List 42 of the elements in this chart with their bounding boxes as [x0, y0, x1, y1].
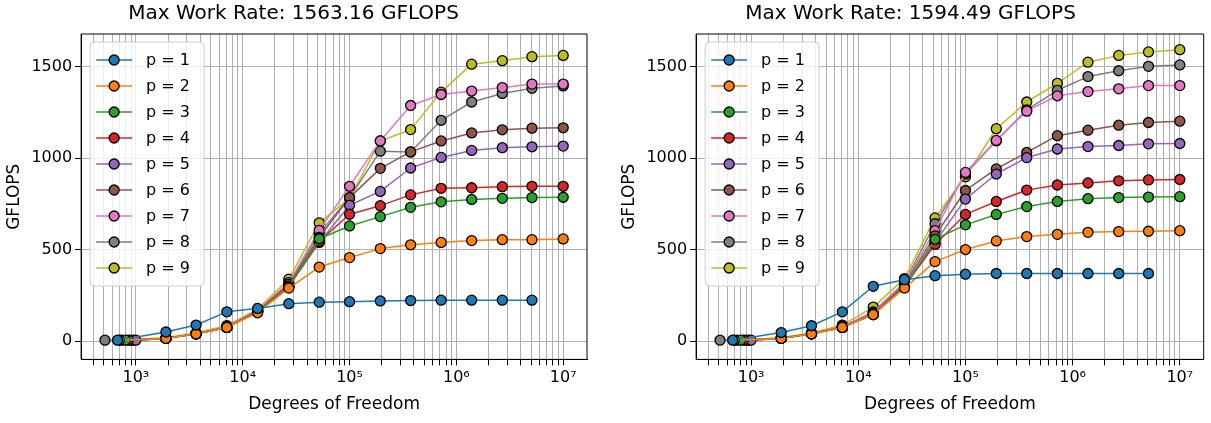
- legend-label: p = 6: [761, 180, 806, 200]
- y-tick-label: 500: [41, 238, 73, 258]
- x-tick-label: 10³: [737, 367, 765, 387]
- legend-label: p = 8: [761, 232, 806, 252]
- legend-label: p = 1: [146, 50, 191, 70]
- legend-label: p = 7: [761, 206, 806, 226]
- x-tick-label: 10⁷: [549, 367, 577, 387]
- legend-label: p = 5: [146, 154, 191, 174]
- x-axis-title: Degrees of Freedom: [864, 393, 1036, 414]
- legend-label: p = 4: [146, 128, 191, 148]
- y-tick-label: 1000: [31, 147, 73, 167]
- x-tick-label: 10⁷: [1166, 367, 1194, 387]
- x-tick-label: 10³: [122, 367, 150, 387]
- legend-label: p = 2: [146, 76, 191, 96]
- chart-title: Max Work Rate: 1594.49 GFLOPS: [745, 0, 1076, 25]
- legend-label: p = 3: [761, 102, 806, 122]
- legend-label: p = 8: [146, 232, 191, 252]
- x-tick-label: 10⁴: [844, 367, 872, 387]
- y-tick-label: 0: [676, 330, 688, 350]
- y-tick-label: 1500: [646, 56, 688, 76]
- legend-label: p = 5: [761, 154, 806, 174]
- legend-label: p = 9: [761, 258, 806, 278]
- x-tick-label: 10⁵: [952, 367, 979, 387]
- y-axis-title: GFLOPS: [617, 163, 638, 230]
- x-axis-title: Degrees of Freedom: [248, 393, 420, 414]
- legend-label: p = 9: [146, 258, 191, 278]
- x-tick-label: 10⁵: [336, 367, 363, 387]
- legend-label: p = 4: [761, 128, 806, 148]
- y-tick-label: 500: [656, 238, 688, 258]
- legend-label: p = 6: [146, 180, 191, 200]
- x-tick-label: 10⁶: [442, 367, 470, 387]
- y-tick-label: 1500: [31, 56, 73, 76]
- y-tick-label: 0: [61, 330, 73, 350]
- x-tick-label: 10⁴: [229, 367, 257, 387]
- y-axis-title: GFLOPS: [2, 163, 23, 230]
- legend-label: p = 7: [146, 206, 191, 226]
- x-tick-label: 10⁶: [1059, 367, 1087, 387]
- y-tick-label: 1000: [646, 147, 688, 167]
- legend-label: p = 1: [761, 50, 806, 70]
- chart-title: Max Work Rate: 1563.16 GFLOPS: [128, 0, 459, 25]
- legend-label: p = 2: [761, 76, 806, 96]
- legend-label: p = 3: [146, 102, 191, 122]
